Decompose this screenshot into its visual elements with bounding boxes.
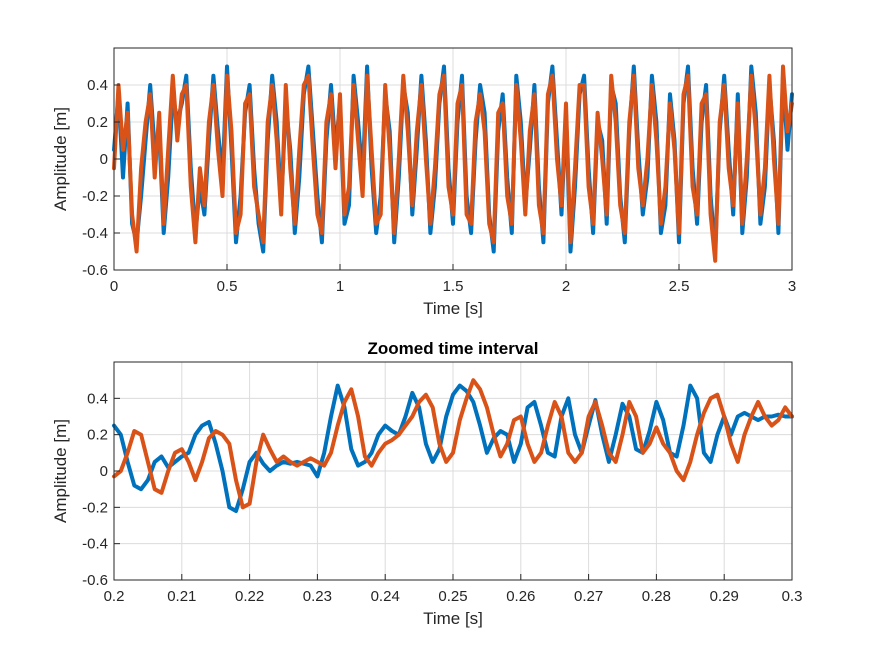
- top-chart-ticks: 0 0.5 1 1.5 2 2.5 3 -0.6 -0.4 -0.2 0 0.2 0.4: [82, 77, 796, 295]
- x-tick-label: 0.28: [642, 588, 671, 605]
- x-tick-label: 1: [336, 278, 344, 295]
- y-tick-label: 0: [100, 463, 108, 480]
- top-chart: 0 0.5 1 1.5 2 2.5 3 -0.6 -0.4 -0.2 0 0.2 0.4 Time [s…: [51, 47, 796, 318]
- zoomed-chart-xlabel: Time [s]: [423, 609, 483, 628]
- x-tick-label: 0: [110, 278, 118, 295]
- series-2-line: [112, 378, 794, 510]
- x-tick-label: 1.5: [443, 278, 464, 295]
- zoomed-chart-ylabel: Amplitude [m]: [51, 419, 70, 523]
- zoomed-chart-series: [112, 378, 794, 513]
- x-tick-label: 2.5: [669, 278, 690, 295]
- x-tick-label: 0.5: [217, 278, 238, 295]
- zoomed-chart: 0.2 0.21 0.22 0.23 0.24 0.25 0.26 0.27 0.28 0.29 0…: [51, 339, 802, 628]
- y-tick-label: 0: [100, 151, 108, 168]
- zoomed-chart-title: Zoomed time interval: [368, 339, 539, 358]
- x-tick-label: 0.26: [506, 588, 535, 605]
- x-tick-label: 0.23: [303, 588, 332, 605]
- top-chart-series: [112, 64, 794, 263]
- y-tick-label: 0.2: [87, 114, 108, 131]
- x-tick-label: 0.29: [710, 588, 739, 605]
- top-chart-ylabel: Amplitude [m]: [51, 107, 70, 211]
- y-tick-label: 0.4: [87, 77, 108, 94]
- top-chart-xlabel: Time [s]: [423, 299, 483, 318]
- x-tick-label: 0.27: [574, 588, 603, 605]
- y-tick-label: -0.2: [82, 499, 108, 516]
- x-tick-label: 0.22: [235, 588, 264, 605]
- y-tick-label: 0.4: [87, 390, 108, 407]
- x-tick-label: 0.3: [782, 588, 803, 605]
- x-tick-label: 0.25: [438, 588, 467, 605]
- zoomed-chart-ticks: 0.2 0.21 0.22 0.23 0.24 0.25 0.26 0.27 0.28 0.29 0…: [82, 390, 802, 605]
- y-tick-label: 0.2: [87, 427, 108, 444]
- y-tick-label: -0.2: [82, 188, 108, 205]
- y-tick-label: -0.6: [82, 572, 108, 589]
- series-2-line: [112, 64, 794, 263]
- x-tick-label: 0.2: [104, 588, 125, 605]
- x-tick-label: 0.21: [167, 588, 196, 605]
- y-tick-label: -0.4: [82, 225, 108, 242]
- y-tick-label: -0.4: [82, 536, 108, 553]
- y-tick-label: -0.6: [82, 262, 108, 279]
- x-tick-label: 2: [562, 278, 570, 295]
- x-tick-label: 0.24: [371, 588, 400, 605]
- x-tick-label: 3: [788, 278, 796, 295]
- series-1-line: [112, 64, 794, 254]
- series-1-line: [112, 383, 794, 513]
